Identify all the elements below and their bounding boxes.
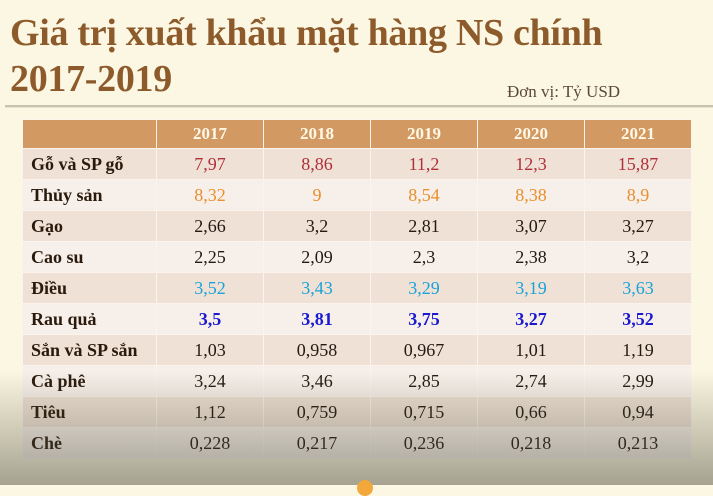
table-row: Cao su 2,25 2,09 2,3 2,38 3,2 — [22, 241, 692, 273]
value-cell: 2,74 — [477, 365, 585, 397]
value-cell: 2,66 — [156, 210, 264, 242]
value-cell: 0,94 — [584, 396, 692, 428]
table-row: Thủy sản 8,32 9 8,54 8,38 8,9 — [22, 179, 692, 211]
cursor-indicator-icon — [357, 480, 373, 496]
value-cell: 2,25 — [156, 241, 264, 273]
value-cell: 8,9 — [584, 179, 692, 211]
row-label: Cà phê — [22, 365, 157, 397]
value-cell: 7,97 — [156, 148, 264, 180]
value-cell: 3,27 — [584, 210, 692, 242]
unit-label: Đơn vị: Tỷ USD — [507, 82, 621, 101]
value-cell: 3,43 — [263, 272, 371, 304]
value-cell: 2,09 — [263, 241, 371, 273]
table-row: Điều 3,52 3,43 3,29 3,19 3,63 — [22, 272, 692, 304]
row-label: Cao su — [22, 241, 157, 273]
value-cell: 3,29 — [370, 272, 478, 304]
value-cell: 0,958 — [263, 334, 371, 366]
table-row: Chè 0,228 0,217 0,236 0,218 0,213 — [22, 427, 692, 459]
value-cell: 3,2 — [263, 210, 371, 242]
value-cell: 0,967 — [370, 334, 478, 366]
value-cell: 0,228 — [156, 427, 264, 459]
value-cell: 1,12 — [156, 396, 264, 428]
value-cell: 2,3 — [370, 241, 478, 273]
row-label: Gỗ và SP gỗ — [22, 148, 157, 180]
header-cell-year: 2020 — [477, 119, 585, 149]
value-cell: 0,218 — [477, 427, 585, 459]
header-cell-empty — [22, 119, 157, 149]
value-cell: 12,3 — [477, 148, 585, 180]
value-cell: 3,52 — [584, 303, 692, 335]
value-cell: 3,52 — [156, 272, 264, 304]
value-cell: 3,75 — [370, 303, 478, 335]
value-cell: 2,38 — [477, 241, 585, 273]
value-cell: 0,217 — [263, 427, 371, 459]
value-cell: 3,81 — [263, 303, 371, 335]
table-row: Tiêu 1,12 0,759 0,715 0,66 0,94 — [22, 396, 692, 428]
value-cell: 3,19 — [477, 272, 585, 304]
value-cell: 8,32 — [156, 179, 264, 211]
row-label: Sắn và SP sắn — [22, 334, 157, 366]
row-label: Tiêu — [22, 396, 157, 428]
value-cell: 3,63 — [584, 272, 692, 304]
value-cell: 3,07 — [477, 210, 585, 242]
value-cell: 3,2 — [584, 241, 692, 273]
export-value-table: 2017 2018 2019 2020 2021 Gỗ và SP gỗ 7,97… — [22, 119, 692, 459]
table-header-row: 2017 2018 2019 2020 2021 — [22, 119, 692, 149]
header-cell-year: 2017 — [156, 119, 264, 149]
value-cell: 0,66 — [477, 396, 585, 428]
value-cell: 8,38 — [477, 179, 585, 211]
value-cell: 3,24 — [156, 365, 264, 397]
row-label: Rau quả — [22, 303, 157, 335]
row-label: Chè — [22, 427, 157, 459]
table-row: Rau quả 3,5 3,81 3,75 3,27 3,52 — [22, 303, 692, 335]
row-label: Thủy sản — [22, 179, 157, 211]
value-cell: 1,01 — [477, 334, 585, 366]
value-cell: 2,81 — [370, 210, 478, 242]
header-cell-year: 2021 — [584, 119, 692, 149]
header-cell-year: 2019 — [370, 119, 478, 149]
table-row: Sắn và SP sắn 1,03 0,958 0,967 1,01 1,19 — [22, 334, 692, 366]
value-cell: 1,03 — [156, 334, 264, 366]
title-divider — [5, 105, 713, 108]
value-cell: 0,759 — [263, 396, 371, 428]
value-cell: 0,236 — [370, 427, 478, 459]
value-cell: 9 — [263, 179, 371, 211]
table-row: Gạo 2,66 3,2 2,81 3,07 3,27 — [22, 210, 692, 242]
header-cell-year: 2018 — [263, 119, 371, 149]
value-cell: 3,5 — [156, 303, 264, 335]
value-cell: 1,19 — [584, 334, 692, 366]
title-line-1: Giá trị xuất khẩu mặt hàng NS chính — [10, 12, 603, 54]
slide-title: Giá trị xuất khẩu mặt hàng NS chính 2017… — [10, 10, 603, 102]
value-cell: 8,54 — [370, 179, 478, 211]
value-cell: 3,46 — [263, 365, 371, 397]
row-label: Gạo — [22, 210, 157, 242]
row-label: Điều — [22, 272, 157, 304]
value-cell: 0,715 — [370, 396, 478, 428]
table-row: Cà phê 3,24 3,46 2,85 2,74 2,99 — [22, 365, 692, 397]
value-cell: 15,87 — [584, 148, 692, 180]
value-cell: 2,99 — [584, 365, 692, 397]
value-cell: 2,85 — [370, 365, 478, 397]
value-cell: 3,27 — [477, 303, 585, 335]
value-cell: 11,2 — [370, 148, 478, 180]
value-cell: 8,86 — [263, 148, 371, 180]
title-line-2: 2017-2019 — [10, 58, 172, 100]
table-row: Gỗ và SP gỗ 7,97 8,86 11,2 12,3 15,87 — [22, 148, 692, 180]
value-cell: 0,213 — [584, 427, 692, 459]
